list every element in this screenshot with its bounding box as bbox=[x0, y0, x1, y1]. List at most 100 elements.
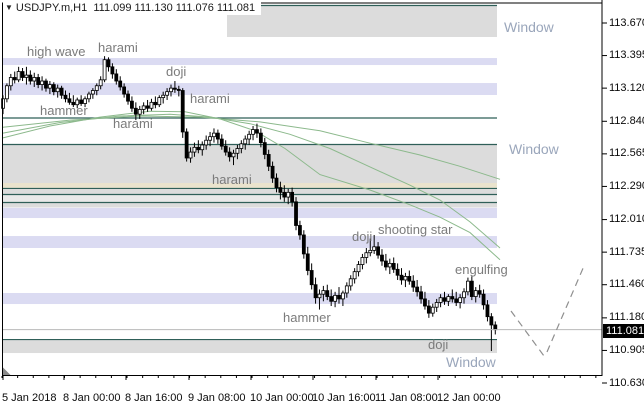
candle-body bbox=[145, 105, 150, 109]
candle-body bbox=[309, 270, 314, 286]
candle-body bbox=[407, 276, 412, 282]
candle-body bbox=[118, 80, 123, 88]
candle-body bbox=[20, 71, 25, 78]
candle-body bbox=[243, 138, 248, 145]
candle-body bbox=[126, 93, 130, 102]
candle-body bbox=[442, 297, 447, 302]
candle-body bbox=[106, 59, 111, 68]
candle-body bbox=[403, 276, 408, 281]
candle-body bbox=[247, 133, 252, 140]
candle-body bbox=[395, 268, 400, 276]
candle-body bbox=[333, 294, 337, 302]
candle-body bbox=[290, 191, 295, 203]
chart-title-bar: ▼ USDJPY.m,H1 111.099 111.130 111.076 111… bbox=[3, 1, 262, 15]
symbol-dropdown-icon[interactable]: ▼ bbox=[5, 3, 13, 12]
candle-body bbox=[356, 264, 361, 273]
zone-support-band-2 bbox=[2, 236, 497, 248]
candle-body bbox=[419, 291, 423, 300]
candle-body bbox=[36, 77, 41, 85]
candle-body bbox=[469, 280, 474, 297]
zone-mid-gray-band bbox=[2, 144, 497, 183]
candle-body bbox=[376, 246, 380, 256]
candle-body bbox=[258, 132, 263, 144]
candle-body bbox=[133, 107, 138, 115]
candle-body bbox=[239, 143, 244, 149]
candle-body bbox=[153, 101, 158, 106]
candle-body bbox=[28, 74, 33, 82]
candle-body bbox=[44, 80, 48, 89]
candle-body bbox=[391, 262, 396, 270]
ma-slow-line bbox=[2, 115, 501, 180]
candle-body bbox=[454, 298, 459, 303]
zone-window-gap-bottom bbox=[2, 340, 497, 354]
candle-body bbox=[380, 254, 384, 262]
candle-body bbox=[149, 101, 154, 109]
forecast-dashed-line bbox=[546, 265, 585, 353]
candle-body bbox=[415, 286, 420, 293]
candle-body bbox=[235, 148, 240, 154]
candle-body bbox=[59, 87, 64, 96]
candle-body bbox=[368, 249, 373, 254]
candle-body bbox=[423, 298, 427, 307]
candle-body bbox=[192, 146, 197, 153]
candle-body bbox=[215, 132, 220, 140]
candle-body bbox=[301, 234, 306, 255]
zone-tan-band bbox=[2, 182, 497, 188]
scroll-position-triangle[interactable] bbox=[3, 367, 11, 376]
candle-body bbox=[446, 296, 451, 302]
candle-body bbox=[282, 191, 287, 198]
candle-body bbox=[305, 253, 310, 271]
candle-body bbox=[55, 87, 60, 93]
candle-body bbox=[266, 154, 271, 167]
candle-body bbox=[180, 90, 185, 133]
candle-body bbox=[16, 71, 21, 81]
ma-fast-line bbox=[2, 110, 501, 261]
candle-body bbox=[489, 316, 494, 326]
candle-body bbox=[231, 152, 236, 158]
candle-body bbox=[102, 59, 107, 81]
candle-body bbox=[434, 302, 439, 308]
candle-body bbox=[383, 260, 388, 268]
candle-body bbox=[364, 252, 369, 258]
zone-gray-band-small-2 bbox=[2, 203, 497, 208]
candle-body bbox=[75, 99, 80, 106]
candle-body bbox=[348, 278, 353, 287]
candle-body bbox=[223, 145, 228, 153]
candle-body bbox=[67, 98, 72, 103]
candle-body bbox=[477, 290, 482, 295]
candle-body bbox=[47, 84, 52, 89]
candle-body bbox=[5, 85, 9, 100]
candle-body bbox=[294, 201, 298, 226]
candle-body bbox=[286, 191, 291, 198]
candle-body bbox=[227, 151, 232, 158]
candle-body bbox=[317, 293, 322, 299]
candle-body bbox=[255, 129, 259, 134]
candle-body bbox=[212, 132, 216, 138]
candle-body bbox=[219, 138, 224, 147]
candle-body bbox=[204, 139, 209, 146]
zone-window-gap-top bbox=[227, 5, 497, 37]
candle-body bbox=[40, 80, 44, 85]
candle-body bbox=[90, 90, 95, 95]
forecast-dashed-line bbox=[510, 310, 545, 357]
candle-body bbox=[110, 66, 115, 75]
zone-gray-band-light bbox=[2, 195, 497, 203]
candle-body bbox=[360, 257, 365, 265]
zone-support-band-3 bbox=[2, 293, 497, 305]
candle-body bbox=[8, 77, 13, 87]
candle-body bbox=[184, 131, 189, 159]
candle-body bbox=[141, 105, 146, 110]
candle-body bbox=[387, 262, 392, 268]
candle-body bbox=[208, 136, 212, 141]
candle-body bbox=[251, 129, 255, 135]
candle-body bbox=[200, 144, 205, 151]
candle-body bbox=[114, 73, 119, 82]
candle-body bbox=[130, 100, 134, 109]
candle-body bbox=[165, 91, 169, 96]
zone-gray-band-small-1 bbox=[2, 189, 497, 196]
candle-body bbox=[262, 142, 267, 155]
candle-body bbox=[274, 177, 279, 189]
zone-resistance-band-2 bbox=[2, 83, 497, 95]
